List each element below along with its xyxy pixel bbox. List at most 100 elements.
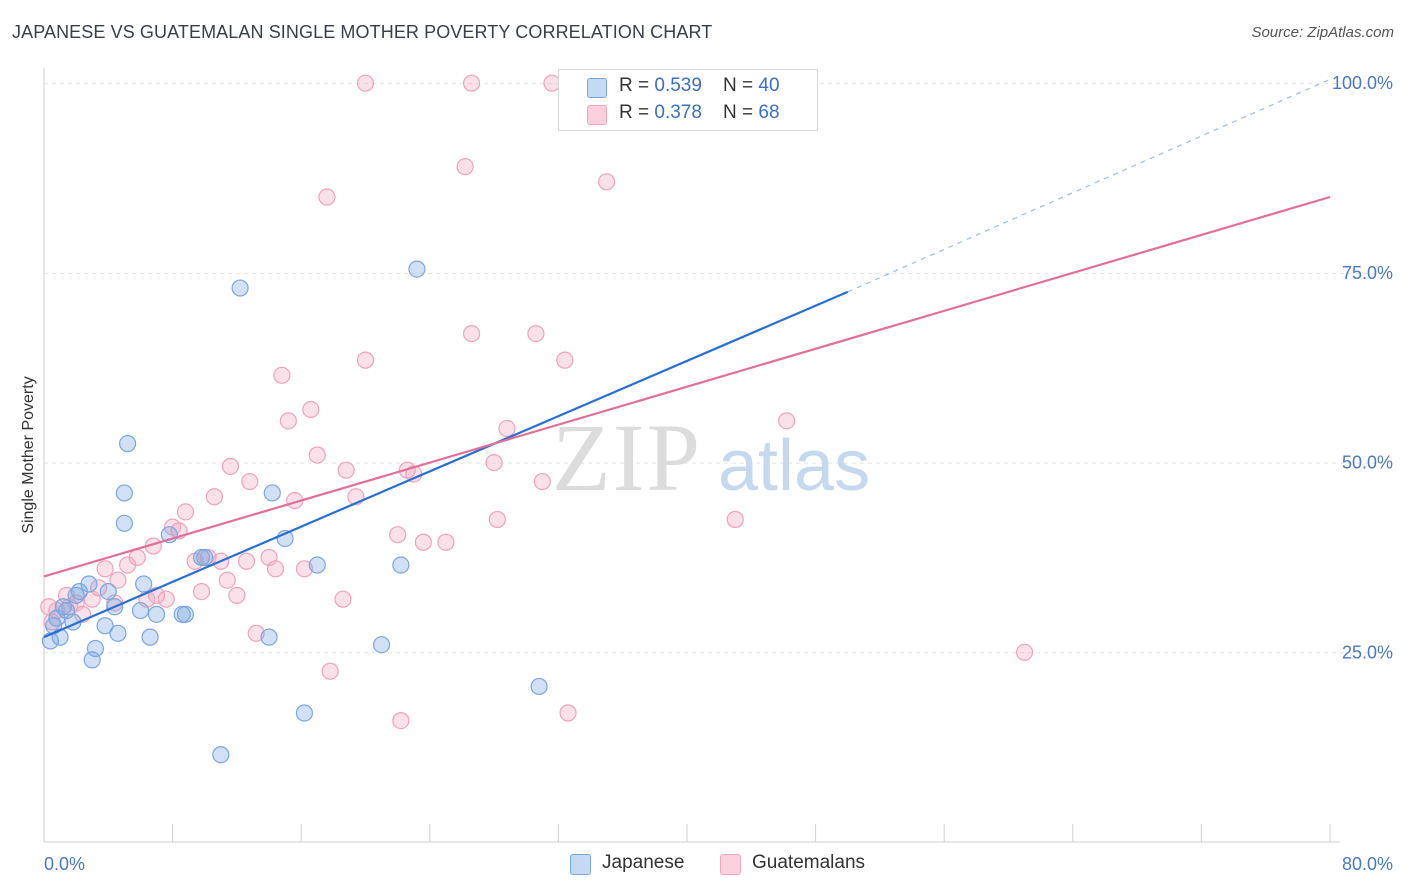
japanese-point — [372, 636, 391, 654]
legend-n-value: 40 — [758, 75, 780, 96]
japanese-point — [67, 586, 85, 604]
chart-title: JAPANESE VS GUATEMALAN SINGLE MOTHER POV… — [12, 22, 713, 42]
watermark-atlas: atlas — [718, 426, 870, 506]
legend-swatch-guatemalans — [587, 105, 607, 125]
japanese-point — [231, 279, 249, 297]
japanese-trend-line — [43, 290, 849, 639]
japanese-point — [109, 624, 127, 642]
x-tick-label: 0.0% — [44, 854, 85, 874]
trend-lines — [43, 78, 1331, 639]
bottom-legend-label-japanese: Japanese — [602, 852, 685, 873]
bottom-legend-label-guatemalans: Guatemalans — [752, 852, 866, 873]
guatemalans-point — [128, 548, 146, 567]
guatemalans-trend-line — [43, 195, 1331, 578]
guatemalans-point — [488, 510, 506, 529]
bottom-legend-swatch-japanese — [570, 854, 591, 875]
guatemalans-point — [157, 590, 175, 608]
guatemalans-point — [205, 488, 223, 506]
guatemalans-point — [533, 472, 551, 491]
japanese-trend-extension — [847, 78, 1331, 293]
japanese-point — [118, 435, 137, 453]
guatemalans-point — [237, 552, 256, 570]
japanese-point — [147, 605, 166, 623]
guatemalans-point — [778, 412, 796, 430]
guatemalans-point — [356, 74, 375, 92]
x-tick-label: 80.0% — [1342, 854, 1393, 874]
japanese-point — [54, 598, 72, 616]
watermark-zip: ZIP — [552, 404, 702, 511]
guatemalans-point — [241, 472, 259, 491]
guatemalans-point — [556, 351, 574, 369]
correlation-legend: R = 0.539 N = 40 R = 0.378 N = 68 — [558, 69, 818, 131]
guatemalans-point — [221, 457, 240, 475]
guatemalans-point — [392, 711, 410, 730]
guatemalans-point — [337, 461, 355, 479]
guatemalans-point — [456, 158, 474, 176]
guatemalans-point — [414, 533, 432, 551]
guatemalans-point — [527, 324, 545, 343]
guatemalans-point — [176, 503, 195, 521]
guatemalans-point — [334, 590, 352, 608]
guatemalans-point — [437, 533, 455, 551]
x-tick-labels: 0.0% 80.0% — [44, 854, 1393, 874]
legend-r-value: 0.378 — [654, 102, 702, 123]
japanese-point — [135, 575, 153, 593]
japanese-point — [308, 556, 326, 574]
guatemalans-point — [462, 74, 481, 92]
guatemalans-point — [726, 510, 744, 529]
japanese-point — [530, 677, 548, 696]
axes — [43, 68, 1340, 843]
y-tick-labels: 25.0% 50.0% 75.0% 100.0% — [1332, 73, 1393, 662]
y-tick-label: 50.0% — [1342, 453, 1393, 473]
japanese-point — [212, 746, 230, 764]
guatemalans-point — [218, 571, 236, 589]
legend-n-value: 68 — [758, 102, 780, 123]
guatemalans-point — [598, 173, 616, 191]
guatemalans-point — [90, 579, 108, 597]
y-tick-label: 25.0% — [1342, 642, 1393, 662]
guatemalans-point — [279, 412, 297, 430]
japanese-point — [131, 601, 150, 620]
guatemalans-point — [356, 351, 375, 369]
guatemalans-point — [389, 526, 407, 544]
source-label: Source: ZipAtlas.com — [1251, 24, 1394, 41]
japanese-point — [295, 704, 314, 722]
guatemalans-point — [559, 704, 577, 722]
japanese-point — [96, 617, 114, 635]
japanese-point — [99, 582, 117, 601]
y-tick-label: 100.0% — [1332, 73, 1393, 93]
guatemalans-point — [192, 582, 211, 601]
guatemalans-point — [295, 560, 314, 578]
japanese-point — [173, 605, 191, 623]
guatemalans-point — [462, 324, 481, 343]
legend-n-label: N = — [723, 75, 759, 96]
legend-swatch-japanese — [587, 78, 607, 98]
guatemalans-point — [96, 560, 114, 578]
bottom-legend-swatch-guatemalans — [720, 854, 741, 875]
japanese-point — [392, 556, 410, 574]
guatemalans-point — [266, 560, 285, 578]
guatemalans-point — [1015, 643, 1034, 661]
guatemalans-points — [40, 74, 1034, 730]
legend-n-label: N = — [723, 102, 759, 123]
y-tick-label: 75.0% — [1342, 263, 1393, 283]
guatemalans-point — [228, 586, 246, 604]
guatemalans-point — [273, 366, 291, 384]
watermark: ZIP atlas — [552, 404, 870, 511]
japanese-point — [141, 628, 159, 646]
guatemalans-point — [247, 624, 265, 642]
guatemalans-point — [485, 453, 503, 472]
japanese-point — [83, 651, 101, 669]
y-axis-label: Single Mother Poverty — [20, 376, 37, 534]
legend-r-value: 0.539 — [654, 75, 702, 96]
guatemalans-point — [498, 419, 516, 438]
japanese-point — [408, 260, 426, 278]
guatemalans-point — [318, 188, 336, 206]
japanese-point — [115, 484, 133, 502]
japanese-point — [263, 484, 281, 502]
guatemalans-point — [109, 571, 127, 589]
japanese-point — [196, 548, 214, 567]
guatemalans-point — [302, 400, 320, 419]
guatemalans-point — [321, 662, 339, 680]
